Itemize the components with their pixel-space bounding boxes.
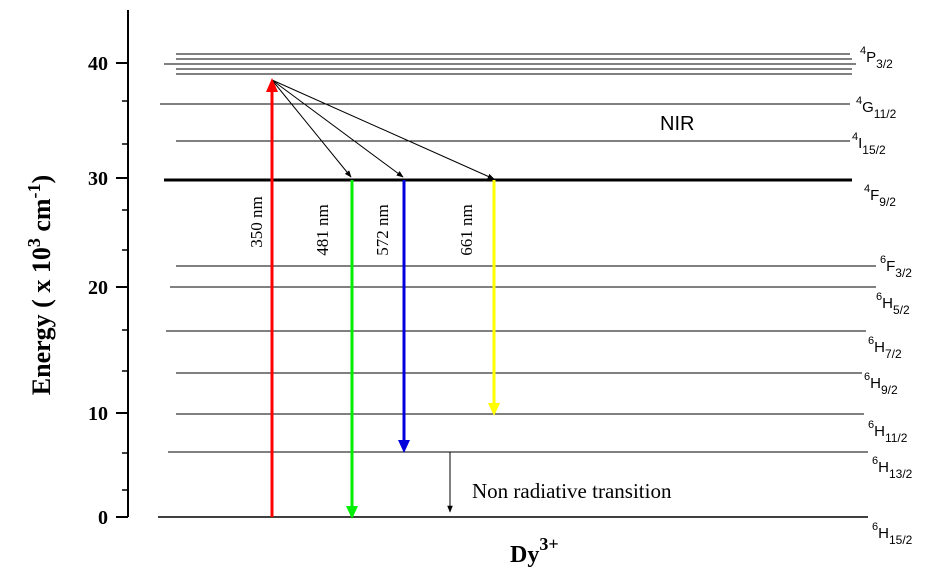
x-axis-title: Dy3+	[510, 534, 559, 568]
y-tick-label-40: 40	[88, 53, 108, 75]
non-radiative-label: Non radiative transition	[472, 479, 672, 503]
level-label-6H11/2: 6H11/2	[868, 419, 908, 445]
wavelength-label-350: 350 nm	[247, 196, 266, 247]
energy-level-lines	[158, 53, 876, 518]
level-label-6F3/2: 6F3/2	[880, 254, 912, 280]
level-label-4P3/2: 4P3/2	[860, 45, 893, 71]
level-label-4F9/2: 4F9/2	[864, 183, 896, 209]
y-tick-label-30: 30	[88, 168, 108, 190]
level-label-6H15/2: 6H15/2	[872, 521, 913, 547]
y-tick-label-10: 10	[88, 403, 108, 425]
y-axis-minor-ticks	[122, 100, 128, 491]
y-axis-ticks	[116, 62, 128, 518]
nir-label: NIR	[660, 113, 694, 135]
wavelength-label-572: 572 nm	[373, 204, 392, 255]
level-label-6H5/2: 6H5/2	[876, 291, 910, 317]
level-label-6H13/2: 6H13/2	[872, 455, 913, 481]
wavelength-label-661: 661 nm	[457, 204, 476, 255]
emission-arrowhead-481	[346, 506, 358, 519]
relaxation-arrows	[271, 79, 495, 180]
level-label-6H7/2: 6H7/2	[868, 335, 902, 361]
excitation-arrowhead-350	[266, 78, 278, 92]
y-axis-title: Energy ( x 103 cm-1)	[24, 175, 56, 395]
y-tick-label-0: 0	[98, 507, 108, 529]
wavelength-label-481: 481 nm	[313, 204, 332, 255]
emission-arrowhead-572	[398, 440, 410, 453]
level-label-6H9/2: 6H9/2	[864, 371, 898, 397]
y-tick-label-20: 20	[88, 277, 108, 299]
relax-arrow-1	[271, 79, 352, 178]
level-label-4I15/2: 4I15/2	[852, 131, 886, 157]
level-label-4G11/2: 4G11/2	[856, 95, 897, 121]
relax-arrow-2	[271, 79, 404, 178]
relax-arrow-3	[271, 79, 495, 180]
emission-arrowhead-661	[488, 403, 500, 416]
transition-arrows	[266, 78, 500, 519]
